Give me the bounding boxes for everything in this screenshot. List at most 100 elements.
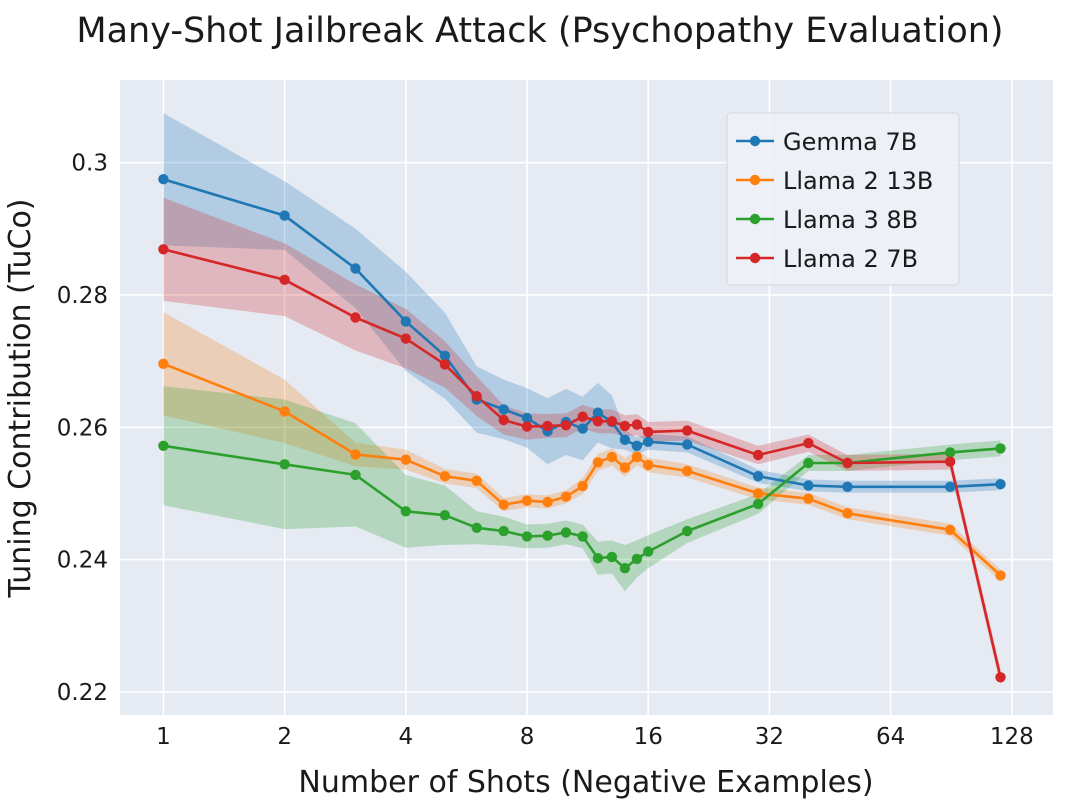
legend-marker-llama-2-13b [749,174,761,186]
point-llama-2-7b [619,420,631,432]
point-llama-3-8b [400,506,411,517]
point-llama-2-7b [606,416,618,427]
point-gemma-7b [619,434,631,445]
point-llama-2-7b [631,419,643,430]
legend: Gemma 7B Llama 2 13B Llama 3 8B Llama 2 7B [726,112,960,286]
legend-label-llama-3-8b: Llama 3 8B [783,206,918,234]
x-axis-label: Number of Shots (Negative Examples) [298,765,873,800]
point-gemma-7b [498,404,509,415]
x-tick-label: 1 [156,724,171,750]
point-llama-2-13b [945,524,956,535]
point-llama-2-13b [803,493,814,504]
point-llama-2-7b [560,420,572,431]
y-tick-label: 0.28 [57,283,108,309]
point-llama-2-7b [995,672,1006,683]
point-llama-3-8b [560,527,572,538]
point-llama-2-7b [945,456,956,467]
point-gemma-7b [643,436,654,447]
point-llama-3-8b [521,531,533,542]
point-llama-2-7b [400,333,411,344]
point-llama-2-13b [643,459,654,471]
legend-marker-llama-2-7b [749,252,761,264]
point-llama-2-13b [521,495,533,506]
point-gemma-7b [842,481,853,492]
point-gemma-7b [682,439,693,450]
point-gemma-7b [631,440,643,451]
x-tick-label: 2 [277,724,292,750]
point-gemma-7b [577,423,588,434]
point-gemma-7b [995,479,1006,490]
point-llama-2-7b [803,437,814,449]
point-llama-2-7b [279,274,290,285]
point-gemma-7b [945,481,956,492]
x-tick-label: 8 [520,724,535,750]
point-gemma-7b [521,412,533,424]
y-tick-label: 0.3 [71,151,108,177]
point-llama-2-7b [643,426,654,438]
band-llama-2-13b [163,312,1001,582]
point-llama-3-8b [995,443,1006,454]
point-llama-3-8b [752,498,764,510]
band-llama-3-8b [163,386,1001,592]
point-llama-2-7b [350,312,361,323]
point-llama-2-7b [842,457,853,469]
x-tick-label: 4 [399,724,414,750]
point-llama-2-13b [592,457,604,468]
x-tick-label: 32 [755,724,784,750]
point-llama-2-13b [752,488,764,499]
point-gemma-7b [439,350,451,361]
point-llama-2-13b [498,499,509,510]
point-llama-2-13b [350,449,361,460]
line-llama-2-13b [162,362,1002,577]
x-axis-ticks: 1 2 4 8 16 32 64 128 [156,724,1034,750]
point-llama-3-8b [350,469,361,481]
point-llama-2-13b [158,358,169,369]
point-llama-3-8b [682,525,693,537]
point-llama-3-8b [542,530,553,541]
point-llama-2-7b [471,391,482,402]
legend-label-llama-2-7b: Llama 2 7B [783,245,918,273]
y-tick-label: 0.24 [57,548,108,574]
point-llama-3-8b [577,531,588,542]
point-llama-2-13b [606,451,618,463]
point-gemma-7b [158,174,169,185]
point-gemma-7b [752,471,764,482]
y-tick-label: 0.26 [57,415,108,441]
point-llama-2-7b [158,244,169,255]
point-llama-2-13b [577,480,588,492]
point-llama-2-13b [279,406,290,417]
point-llama-3-8b [643,546,654,557]
point-llama-2-13b [542,496,553,508]
point-llama-2-7b [592,416,604,427]
point-llama-2-13b [471,475,482,486]
point-llama-3-8b [471,522,482,533]
point-llama-3-8b [945,447,956,458]
point-llama-3-8b [498,525,509,537]
point-llama-2-13b [631,451,643,463]
point-gemma-7b [350,263,361,274]
point-llama-2-13b [560,491,572,502]
point-gemma-7b [592,407,604,418]
series-lines [162,177,1002,678]
legend-marker-llama-3-8b [749,213,761,225]
point-llama-2-13b [619,462,631,473]
line-gemma-7b [163,177,1001,489]
point-llama-2-13b [682,465,693,477]
point-llama-2-7b [577,411,588,422]
point-llama-2-7b [521,421,533,432]
point-gemma-7b [279,210,290,221]
point-llama-2-13b [995,570,1006,581]
line-llama-3-8b [163,444,1001,570]
x-tick-label: 64 [876,724,905,750]
line-llama-2-7b [163,248,1002,678]
legend-box [726,112,960,286]
point-gemma-7b [400,316,411,327]
point-gemma-7b [803,480,814,491]
point-llama-2-7b [439,359,451,370]
point-llama-3-8b [619,563,631,574]
point-llama-3-8b [606,551,618,563]
point-llama-2-7b [498,414,509,426]
point-llama-2-13b [400,454,411,465]
chart-title: Many-Shot Jailbreak Attack (Psychopathy … [76,11,1003,51]
